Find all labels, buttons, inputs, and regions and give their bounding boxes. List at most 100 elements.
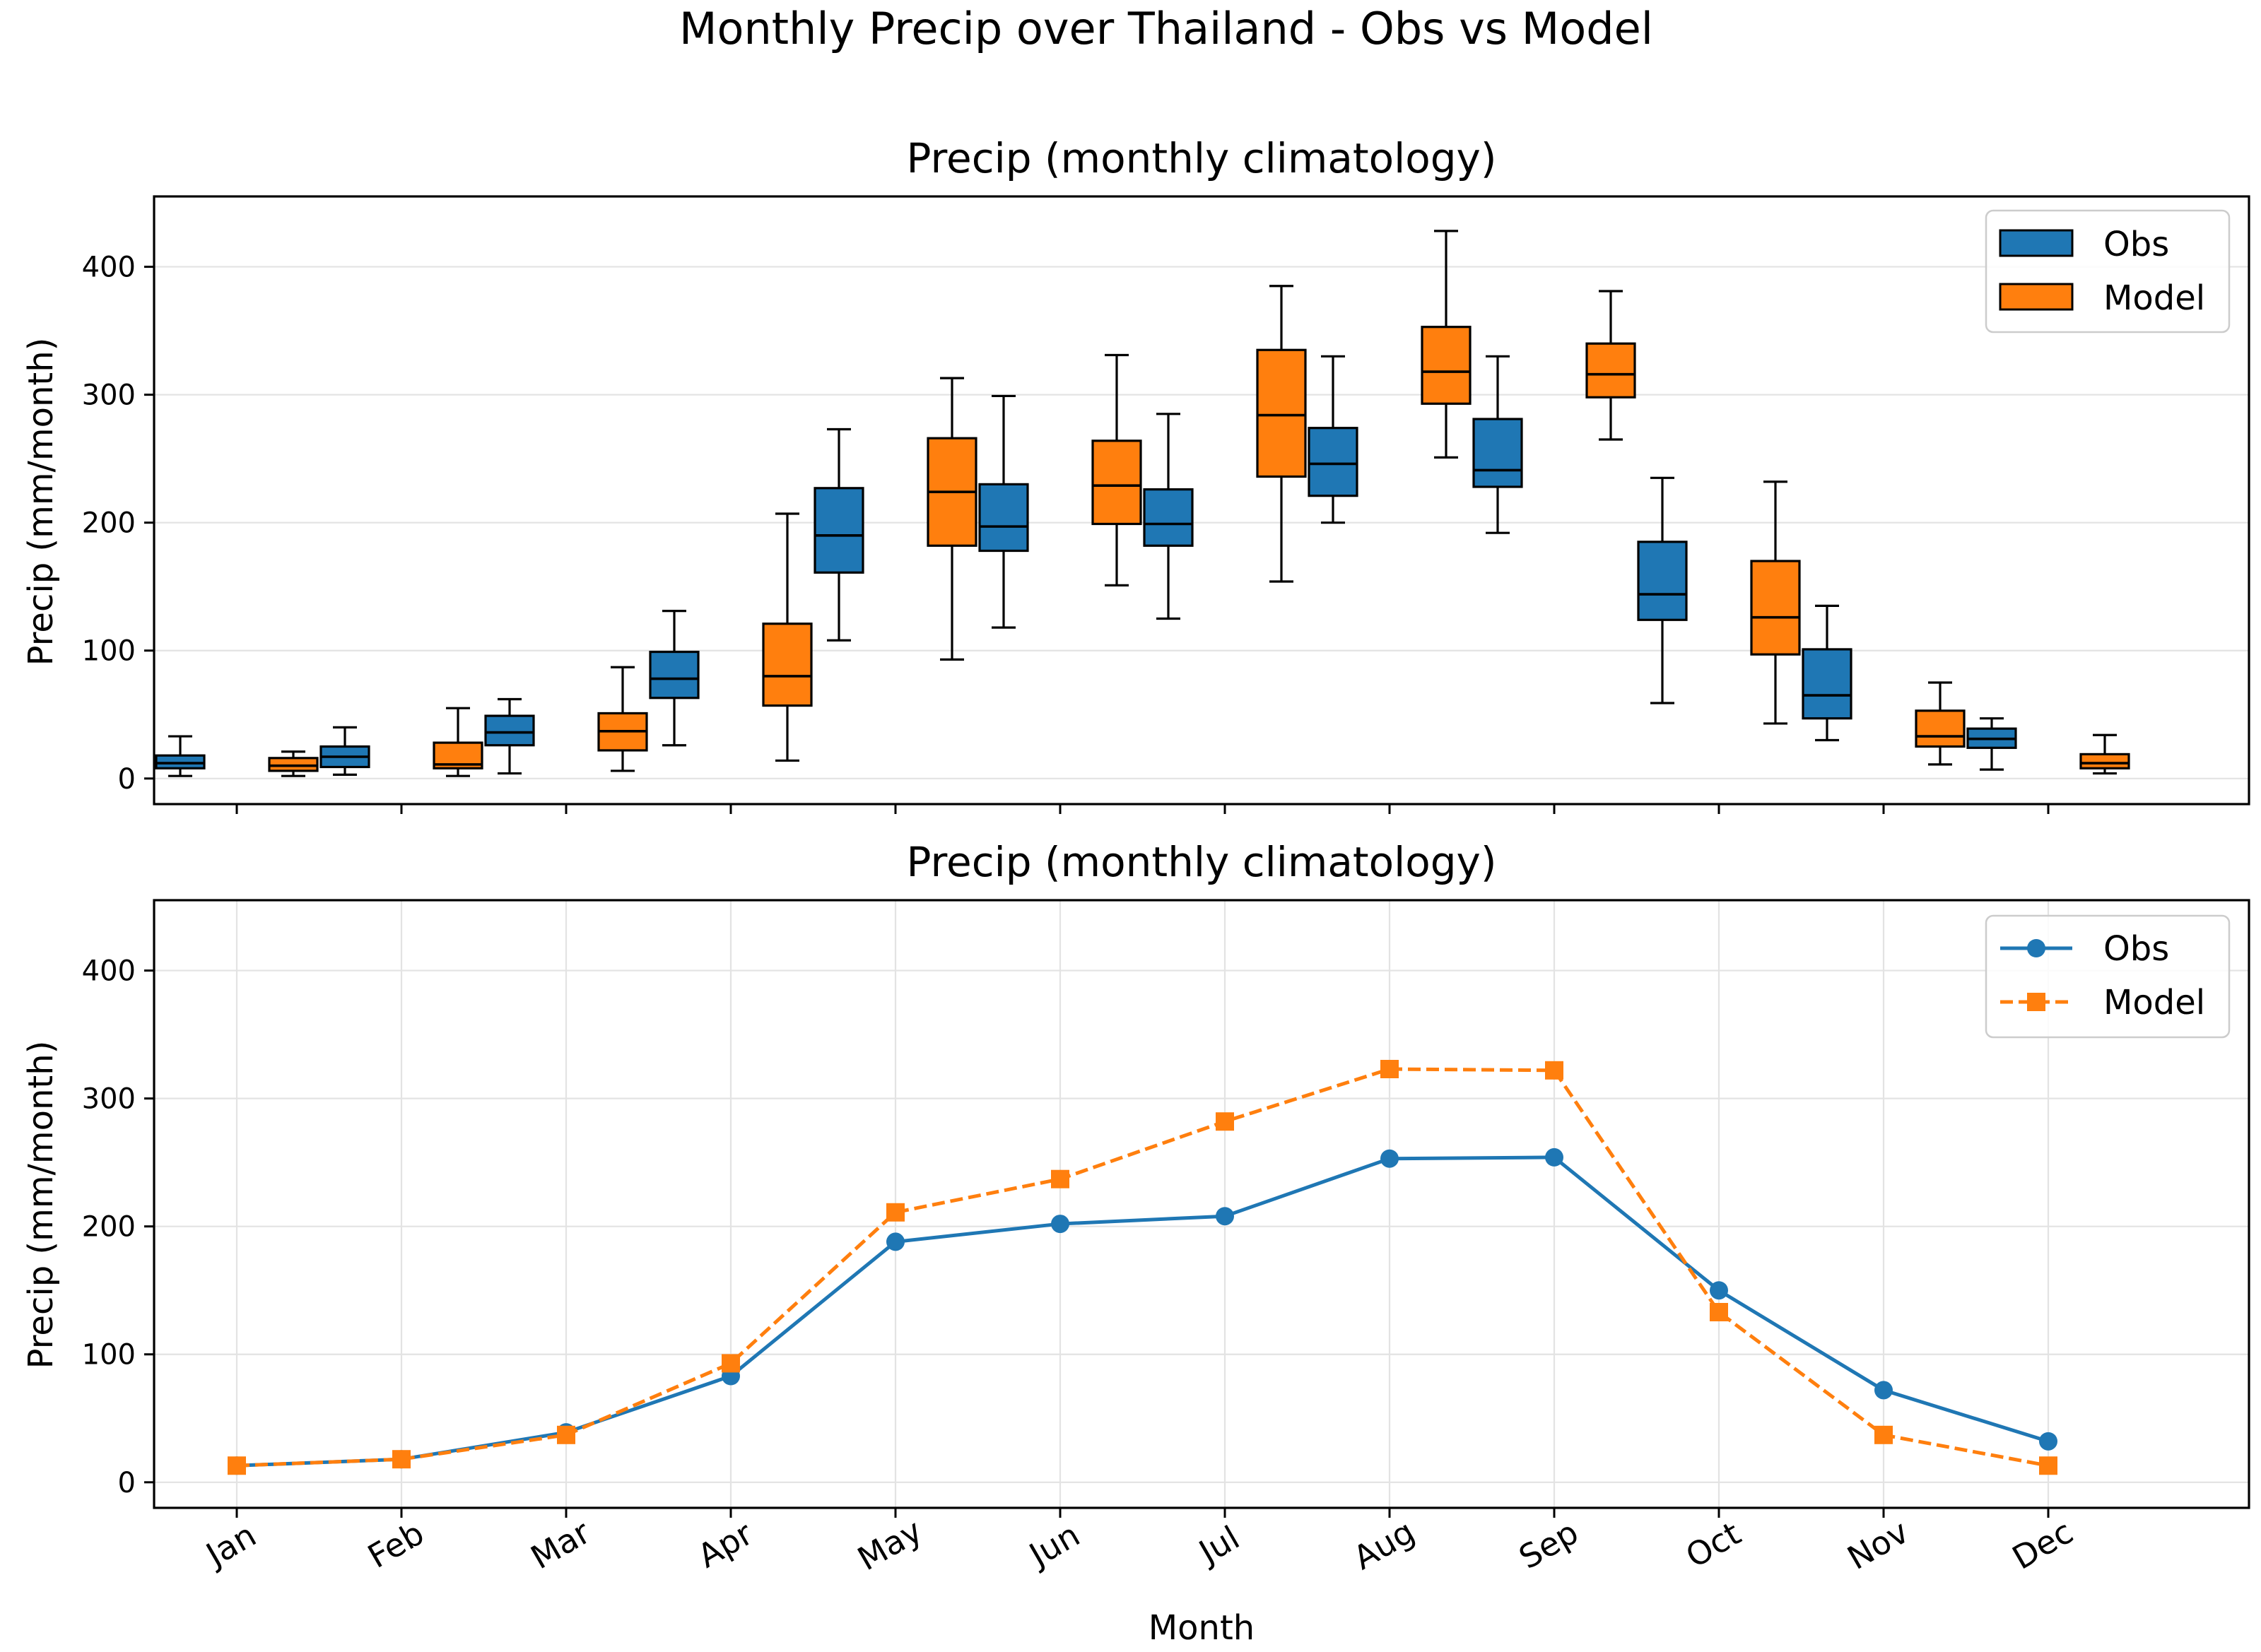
point-model-may bbox=[886, 1203, 905, 1222]
point-model-dec bbox=[2039, 1456, 2057, 1475]
box-model-sep bbox=[1585, 290, 1636, 441]
lineplot-y-axis-label: Precip (mm/month) bbox=[21, 1041, 61, 1369]
lineplot-axes-frame bbox=[153, 899, 2250, 1509]
point-obs-jun bbox=[1051, 1215, 1069, 1234]
box-obs-aug bbox=[1308, 355, 1358, 524]
box-body bbox=[484, 714, 535, 747]
point-obs-jul bbox=[1216, 1207, 1234, 1226]
box-obs-may bbox=[814, 427, 864, 642]
box-obs-nov bbox=[1802, 604, 1852, 742]
point-model-sep bbox=[1545, 1061, 1563, 1080]
box-model-mar bbox=[597, 666, 648, 772]
box-body bbox=[155, 754, 206, 769]
boxplot-y-axis-label: Precip (mm/month) bbox=[21, 338, 61, 666]
box-body bbox=[1585, 342, 1636, 399]
box-model-jul bbox=[1256, 285, 1307, 583]
box-body bbox=[2079, 753, 2130, 769]
boxplot-y-tick-label: 400 bbox=[82, 252, 136, 284]
lineplot-y-tick-label: 100 bbox=[82, 1339, 136, 1371]
lineplot-legend-frame bbox=[1985, 914, 2231, 1039]
box-obs-jul bbox=[1143, 413, 1194, 620]
box-obs-jan bbox=[155, 735, 206, 777]
point-model-oct bbox=[1710, 1302, 1728, 1321]
boxplot-y-tick-label: 200 bbox=[82, 507, 136, 540]
point-model-feb bbox=[392, 1450, 411, 1469]
lineplot-y-tick-label: 0 bbox=[118, 1467, 136, 1499]
box-obs-oct bbox=[1637, 476, 1688, 704]
point-obs-dec bbox=[2039, 1432, 2057, 1451]
box-model-jun bbox=[1091, 353, 1142, 587]
boxplot-gridlines bbox=[154, 266, 2249, 779]
lineplot-y-ticks: 0 100 200 300 400 bbox=[82, 955, 154, 1499]
box-body bbox=[1091, 439, 1142, 526]
box-obs-dec bbox=[1966, 717, 2017, 771]
box-body bbox=[1308, 427, 1358, 497]
lineplot-legend-model-marker bbox=[2027, 993, 2045, 1011]
box-obs-mar bbox=[484, 697, 535, 775]
lineplot-legend-obs-label: Obs bbox=[2103, 929, 2169, 969]
box-body bbox=[1256, 348, 1307, 478]
boxplot-title: Precip (monthly climatology) bbox=[907, 134, 1497, 182]
lineplot-gridlines bbox=[154, 900, 2249, 1508]
point-obs-may bbox=[886, 1232, 905, 1251]
box-model-feb bbox=[433, 707, 483, 777]
box-obs-feb bbox=[319, 726, 370, 776]
lineplot-x-axis-label: Month bbox=[1149, 1608, 1255, 1648]
box-model-apr bbox=[762, 512, 813, 762]
box-body bbox=[1750, 560, 1801, 656]
lineplot-y-tick-label: 400 bbox=[82, 955, 136, 988]
box-model-dec bbox=[2079, 733, 2130, 775]
boxplot-axes-frame bbox=[153, 195, 2250, 806]
box-body bbox=[762, 623, 813, 707]
lineplot-legend-obs-marker bbox=[2027, 939, 2045, 957]
box-body bbox=[1802, 648, 1852, 720]
box-body bbox=[1915, 709, 1966, 748]
point-obs-oct bbox=[1710, 1281, 1728, 1300]
boxplot-x-ticks bbox=[235, 804, 2050, 814]
point-model-nov bbox=[1874, 1425, 1893, 1444]
box-body bbox=[814, 487, 864, 574]
box-body bbox=[978, 483, 1029, 553]
boxplot-panel: Precip (monthly climatology) Precip (mm/… bbox=[21, 134, 2250, 814]
point-model-jun bbox=[1051, 1169, 1069, 1188]
box-model-aug bbox=[1421, 230, 1472, 459]
box-model-jan bbox=[268, 750, 319, 777]
box-obs-sep bbox=[1472, 355, 1523, 534]
boxplot-legend-obs-label: Obs bbox=[2103, 225, 2169, 264]
lineplot-legend-model-label: Model bbox=[2103, 983, 2205, 1022]
box-obs-jun bbox=[978, 394, 1029, 629]
boxplot-y-tick-label: 100 bbox=[82, 635, 136, 668]
boxplot-legend: Obs Model bbox=[1985, 209, 2231, 334]
lineplot-title: Precip (monthly climatology) bbox=[907, 838, 1497, 886]
box-body bbox=[268, 757, 319, 772]
box-model-may bbox=[927, 377, 977, 661]
box-body bbox=[649, 650, 700, 700]
lineplot-y-tick-label: 200 bbox=[82, 1211, 136, 1244]
box-body bbox=[1637, 541, 1688, 621]
boxplot-y-tick-label: 0 bbox=[118, 763, 136, 796]
boxplot-y-ticks: 0 100 200 300 400 bbox=[82, 252, 154, 796]
lineplot-panel: Precip (monthly climatology) Precip (mm/… bbox=[21, 838, 2250, 1648]
figure-suptitle: Monthly Precip over Thailand - Obs vs Mo… bbox=[679, 3, 1653, 54]
boxplot-y-tick-label: 300 bbox=[82, 379, 136, 412]
line-series-obs bbox=[236, 1155, 2049, 1468]
boxplot-marks bbox=[155, 230, 2130, 777]
point-model-jul bbox=[1216, 1112, 1234, 1131]
boxplot-legend-model-label: Model bbox=[2103, 278, 2205, 318]
line-series-model bbox=[236, 1067, 2049, 1468]
box-model-nov bbox=[1915, 681, 1966, 766]
box-body bbox=[1421, 326, 1472, 405]
box-body bbox=[1143, 488, 1194, 547]
point-obs-aug bbox=[1380, 1149, 1399, 1168]
point-model-mar bbox=[557, 1425, 575, 1444]
box-model-oct bbox=[1750, 480, 1801, 725]
boxplot-legend-model-swatch bbox=[1999, 283, 2074, 311]
lineplot-legend: Obs Model bbox=[1985, 914, 2231, 1039]
point-obs-nov bbox=[1874, 1381, 1893, 1400]
lineplot-y-tick-label: 300 bbox=[82, 1083, 136, 1116]
point-model-aug bbox=[1380, 1059, 1399, 1078]
lineplot-marks bbox=[228, 1059, 2057, 1475]
box-obs-apr bbox=[649, 610, 700, 747]
